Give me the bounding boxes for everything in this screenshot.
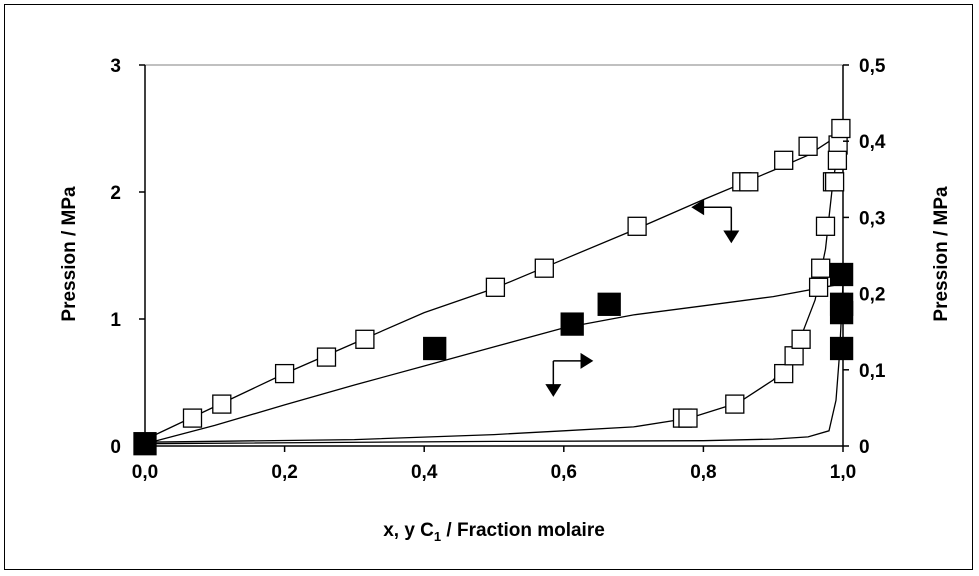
plot-area xyxy=(144,64,844,447)
open-square-marker xyxy=(827,150,848,170)
open-square-marker xyxy=(784,346,804,366)
arrow-right-head xyxy=(580,352,594,369)
y-right-tick-label: 0,2 xyxy=(859,285,885,306)
filled-square-marker xyxy=(597,292,621,316)
x-tick-label: 0,8 xyxy=(690,462,716,483)
open-square-marker xyxy=(815,216,836,236)
x-tick-label: 0,4 xyxy=(411,462,438,483)
x-tick-label: 0,2 xyxy=(271,462,297,483)
y-left-tick-label: 2 xyxy=(110,183,121,204)
open-square-marker xyxy=(182,408,203,428)
open-square-marker xyxy=(274,363,295,384)
open-square-marker xyxy=(627,216,647,236)
y-left-tick-label: 1 xyxy=(110,310,121,331)
open-square-marker xyxy=(808,277,829,297)
open-square-marker xyxy=(798,136,818,156)
open-square-marker xyxy=(316,347,337,367)
open-square-marker xyxy=(811,258,831,278)
y-left-tick-label: 0 xyxy=(110,437,121,458)
open-square-marker xyxy=(774,363,794,384)
filled-square-marker xyxy=(829,292,854,316)
x-tick-label: 0,6 xyxy=(551,462,577,483)
y-left-axis-title: Pression / MPa xyxy=(59,186,80,322)
open-square-marker xyxy=(791,329,811,349)
x-axis-title: x, y C1 / Fraction molaire xyxy=(383,520,605,544)
y-right-axis-title: Pression / MPa xyxy=(931,186,952,322)
open-square-marker xyxy=(831,118,851,139)
open-square-marker xyxy=(534,258,554,278)
filled-square-marker xyxy=(423,336,447,361)
curve-2 xyxy=(144,132,844,443)
open-square-marker xyxy=(739,172,759,192)
arrow-down-head xyxy=(723,230,740,244)
open-square-marker xyxy=(725,394,745,414)
open-square-marker xyxy=(212,394,232,414)
y-right-tick-label: 0,3 xyxy=(859,208,885,229)
arrow-down-head xyxy=(545,384,562,397)
x-tick-label: 0,0 xyxy=(132,462,158,483)
y-right-tick-label: 0,1 xyxy=(859,361,886,382)
curve-3 xyxy=(144,283,844,445)
x-tick-label: 1,0 xyxy=(830,462,856,483)
y-left-tick-label: 3 xyxy=(110,56,121,77)
filled-square-marker xyxy=(133,432,157,456)
open-square-marker xyxy=(485,277,506,297)
y-right-tick-label: 0 xyxy=(859,437,870,458)
arrow-left-head xyxy=(691,199,705,216)
filled-square-marker xyxy=(829,262,854,287)
markers xyxy=(133,118,854,456)
open-square-marker xyxy=(355,329,375,349)
annotations xyxy=(545,199,740,397)
y-right-tick-label: 0,4 xyxy=(859,132,886,153)
filled-square-marker xyxy=(560,312,584,336)
filled-square-marker xyxy=(829,336,854,361)
open-square-marker xyxy=(824,172,845,192)
open-square-marker xyxy=(678,408,698,428)
open-square-marker xyxy=(774,150,794,170)
curve-4 xyxy=(144,283,844,445)
y-right-tick-label: 0,5 xyxy=(859,56,886,77)
